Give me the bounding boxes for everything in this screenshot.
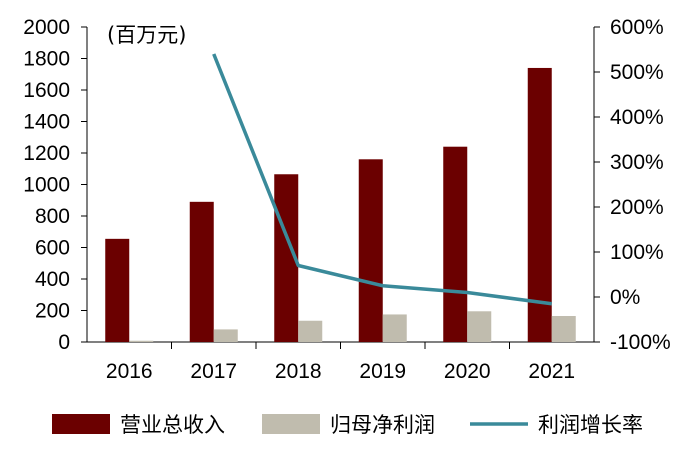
right-tick-label: 300% [610, 151, 664, 174]
tick-labels: 0 200 400 600 800 1000 1200 1400 1600 1800 2000 -10… [23, 16, 670, 383]
bar-营业总收入 [443, 146, 468, 342]
left-tick-label: 800 [35, 205, 70, 228]
x-tick-label: 2018 [275, 360, 322, 383]
axes [81, 26, 600, 349]
x-tick-label: 2021 [528, 360, 575, 383]
x-tick-label: 2017 [190, 360, 237, 383]
legend-swatch [52, 414, 110, 434]
bar-归母净利润 [551, 316, 576, 342]
series-lines [212, 53, 552, 306]
x-tick-label: 2019 [359, 360, 406, 383]
right-tick-label: -100% [610, 331, 671, 354]
right-tick-label: 500% [610, 61, 664, 84]
x-tick-label: 2016 [106, 360, 153, 383]
left-tick-label: 2000 [23, 16, 70, 39]
left-tick-label: 1800 [23, 48, 70, 71]
bars [105, 67, 576, 342]
left-tick-label: 1400 [23, 111, 70, 134]
right-tick-label: 0% [610, 286, 640, 309]
left-tick-label: 200 [35, 300, 70, 323]
bar-归母净利润 [298, 320, 323, 342]
left-tick-label: 400 [35, 268, 70, 291]
left-tick-label: 1600 [23, 79, 70, 102]
bar-归母净利润 [382, 314, 407, 342]
bar-归母净利润 [467, 311, 492, 342]
x-tick-label: 2020 [444, 360, 491, 383]
bar-归母净利润 [213, 329, 238, 342]
bar-营业总收入 [527, 67, 552, 342]
right-tick-label: 400% [610, 106, 664, 129]
legend-label: 营业总收入 [120, 413, 225, 437]
right-tick-label: 600% [610, 16, 664, 39]
line-利润增长率 [212, 53, 552, 306]
legend-label: 归母净利润 [330, 413, 435, 437]
left-tick-label: 600 [35, 237, 70, 260]
legend-label: 利润增长率 [538, 413, 643, 437]
right-tick-label: 200% [610, 196, 664, 219]
left-tick-label: 0 [58, 331, 70, 354]
legend-swatch [262, 414, 320, 434]
left-tick-label: 1200 [23, 142, 70, 165]
bar-归母净利润 [129, 340, 154, 342]
bar-营业总收入 [358, 159, 383, 342]
legend: 营业总收入 归母净利润 利润增长率 [52, 413, 643, 437]
left-tick-label: 1000 [23, 174, 70, 197]
unit-label: (百万元) [107, 23, 186, 47]
bar-营业总收入 [105, 238, 130, 342]
bar-营业总收入 [189, 201, 214, 342]
right-tick-label: 100% [610, 241, 664, 264]
